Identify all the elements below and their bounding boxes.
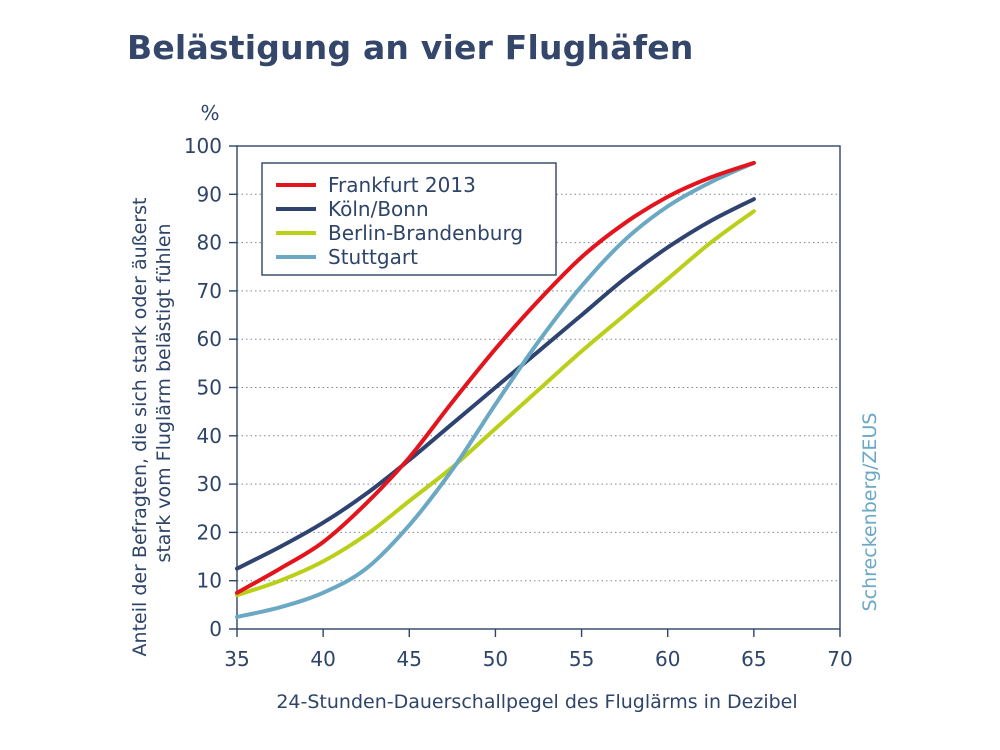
x-tick-label: 50 [483, 647, 508, 671]
chart-title: Belästigung an vier Flughäfen [127, 28, 694, 67]
series-lines [235, 160, 756, 619]
x-tick-label: 60 [655, 647, 680, 671]
y-tick-label: 40 [197, 424, 222, 448]
x-tick-label: 65 [741, 647, 766, 671]
y-tick-label: 20 [197, 520, 222, 544]
x-tick-label: 55 [569, 647, 594, 671]
y-tick-label: 60 [197, 327, 222, 351]
y-tick-label: 0 [209, 617, 222, 641]
x-axis: 35 40 45 50 55 60 65 70 [224, 629, 853, 671]
x-tick-label: 45 [397, 647, 422, 671]
legend-label: Frankfurt 2013 [328, 173, 476, 197]
x-tick-label: 35 [224, 647, 249, 671]
y-tick-label: 50 [197, 376, 222, 400]
series-line-1 [235, 197, 756, 571]
legend-label: Stuttgart [328, 245, 418, 269]
y-tick-label: 80 [197, 231, 222, 255]
y-axis-label-line-1: Anteil der Befragten, die sich stark ode… [129, 198, 151, 657]
y-unit-label: % [200, 101, 219, 125]
legend: Frankfurt 2013Köln/BonnBerlin-Brandenbur… [261, 162, 557, 276]
y-tick-label: 90 [197, 182, 222, 206]
x-tick-label: 40 [310, 647, 335, 671]
y-tick-label: 10 [197, 569, 222, 593]
y-axis: 0 10 20 30 40 50 60 70 80 90 100 [184, 134, 237, 641]
x-axis-label: 24-Stunden-Dauerschallpegel des Fluglärm… [276, 691, 797, 713]
series-line-3 [235, 160, 756, 619]
y-axis-label-line-2: stark vom Fluglärm belästigt fühlen [153, 223, 175, 562]
legend-label: Berlin-Brandenburg [328, 221, 523, 245]
series-line-2 [235, 209, 756, 598]
series-line-0 [235, 160, 756, 595]
legend-label: Köln/Bonn [328, 197, 429, 221]
y-tick-label: 100 [184, 134, 222, 158]
y-tick-label: 70 [197, 279, 222, 303]
source-credit: Schreckenberg/ZEUS [859, 413, 881, 612]
x-tick-label: 70 [827, 647, 852, 671]
y-tick-label: 30 [197, 472, 222, 496]
